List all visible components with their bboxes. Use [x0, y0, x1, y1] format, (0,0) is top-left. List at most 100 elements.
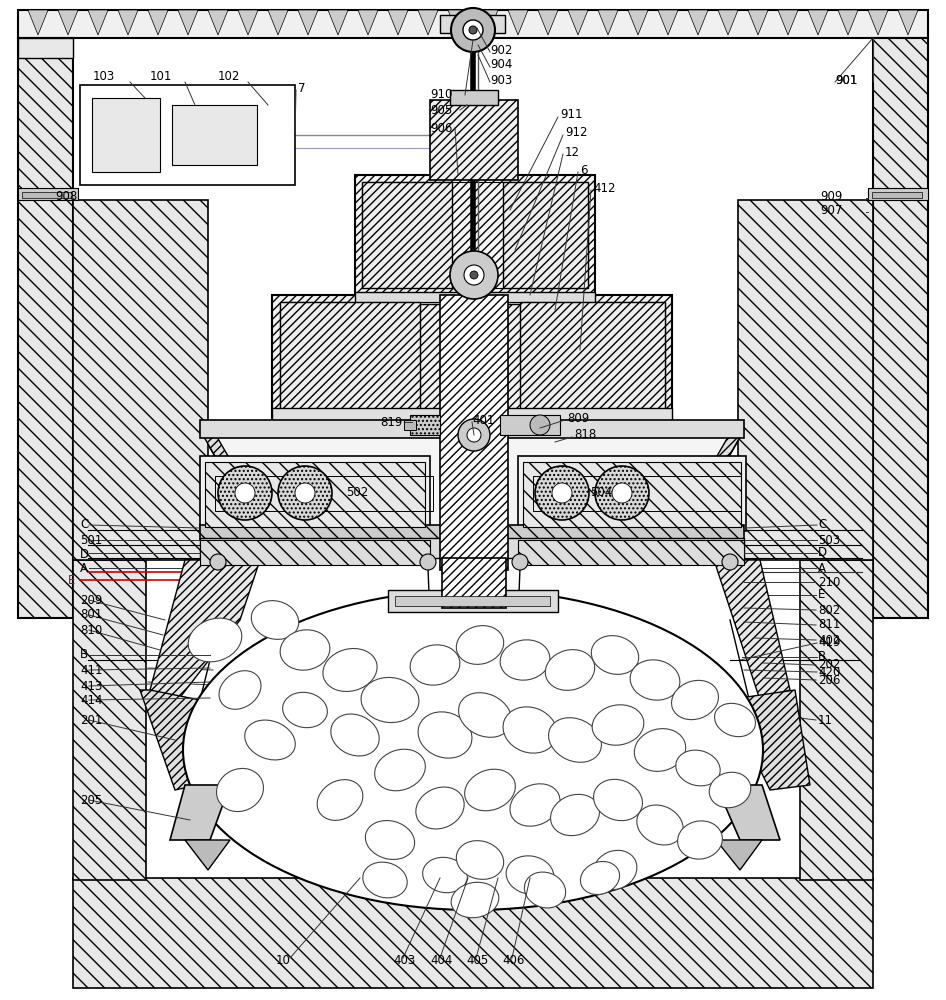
Ellipse shape — [635, 729, 686, 771]
Ellipse shape — [524, 872, 566, 908]
Ellipse shape — [451, 882, 499, 918]
Ellipse shape — [592, 705, 644, 745]
Ellipse shape — [551, 794, 600, 836]
Ellipse shape — [375, 749, 426, 791]
Text: C: C — [818, 518, 826, 532]
Bar — [388, 590, 558, 612]
Bar — [272, 408, 672, 430]
Ellipse shape — [423, 857, 467, 893]
Text: 414: 414 — [80, 694, 102, 706]
Text: 209: 209 — [80, 593, 102, 606]
Bar — [92, 98, 160, 172]
Bar — [503, 182, 588, 288]
Ellipse shape — [418, 712, 472, 758]
Bar — [430, 100, 518, 180]
Polygon shape — [185, 840, 230, 870]
Bar — [442, 558, 506, 608]
Ellipse shape — [637, 805, 683, 845]
Text: 910: 910 — [430, 89, 452, 102]
Text: 811: 811 — [818, 618, 840, 632]
Bar — [410, 415, 440, 435]
Bar — [520, 302, 665, 422]
Polygon shape — [898, 10, 918, 35]
Polygon shape — [208, 10, 228, 35]
Polygon shape — [658, 10, 678, 35]
Ellipse shape — [672, 680, 718, 720]
Text: E: E — [818, 588, 825, 601]
Bar — [518, 540, 744, 565]
Bar — [200, 525, 744, 540]
Circle shape — [552, 483, 572, 503]
Bar — [533, 476, 741, 511]
Ellipse shape — [581, 861, 620, 895]
Ellipse shape — [416, 787, 464, 829]
Text: 419: 419 — [818, 637, 840, 650]
Text: 201: 201 — [80, 714, 102, 726]
Circle shape — [295, 483, 315, 503]
Ellipse shape — [503, 707, 557, 753]
Circle shape — [464, 265, 484, 285]
Polygon shape — [448, 10, 468, 35]
Text: 503: 503 — [818, 534, 840, 546]
Text: 404: 404 — [430, 954, 452, 966]
Ellipse shape — [219, 671, 261, 709]
Circle shape — [530, 415, 550, 435]
Circle shape — [235, 483, 255, 503]
Bar — [450, 90, 498, 105]
Ellipse shape — [456, 841, 503, 879]
Bar — [518, 456, 746, 531]
Bar — [868, 188, 928, 200]
Circle shape — [420, 554, 436, 570]
Text: D: D — [818, 546, 827, 560]
Ellipse shape — [545, 650, 595, 690]
Bar — [523, 462, 741, 527]
Text: 819: 819 — [380, 416, 402, 428]
Circle shape — [612, 483, 632, 503]
Text: 907: 907 — [820, 204, 842, 217]
Text: 802: 802 — [818, 603, 840, 616]
Bar — [362, 182, 452, 288]
Bar — [872, 192, 922, 198]
Bar — [73, 200, 208, 560]
Ellipse shape — [280, 630, 330, 670]
Bar — [280, 302, 665, 422]
Bar — [440, 295, 508, 570]
Text: 210: 210 — [818, 576, 840, 588]
Circle shape — [463, 20, 483, 40]
Polygon shape — [598, 10, 618, 35]
Polygon shape — [388, 10, 408, 35]
Ellipse shape — [317, 780, 363, 820]
Text: 413: 413 — [80, 680, 102, 692]
Polygon shape — [868, 10, 888, 35]
Bar — [215, 476, 433, 511]
Circle shape — [451, 8, 495, 52]
Ellipse shape — [245, 720, 295, 760]
Text: 411: 411 — [80, 664, 102, 676]
Polygon shape — [628, 10, 648, 35]
Bar — [873, 38, 928, 618]
Text: 412: 412 — [593, 182, 616, 194]
Polygon shape — [778, 10, 798, 35]
Bar — [272, 295, 672, 430]
Bar — [80, 85, 295, 185]
Bar — [172, 105, 257, 165]
Bar — [200, 540, 430, 565]
Bar — [200, 538, 744, 558]
Text: 420: 420 — [818, 666, 840, 678]
Bar — [22, 192, 72, 198]
Polygon shape — [200, 430, 744, 555]
Bar — [73, 560, 146, 880]
Ellipse shape — [188, 618, 242, 662]
Text: 809: 809 — [567, 412, 589, 424]
Text: 501: 501 — [80, 534, 102, 546]
Text: 102: 102 — [218, 70, 240, 84]
Polygon shape — [508, 10, 528, 35]
Text: D: D — [80, 548, 89, 560]
Ellipse shape — [217, 768, 264, 812]
Polygon shape — [28, 10, 48, 35]
Bar — [738, 200, 873, 560]
Ellipse shape — [593, 779, 642, 821]
Ellipse shape — [710, 772, 751, 808]
Text: 402: 402 — [818, 634, 840, 647]
Text: 205: 205 — [80, 794, 102, 806]
